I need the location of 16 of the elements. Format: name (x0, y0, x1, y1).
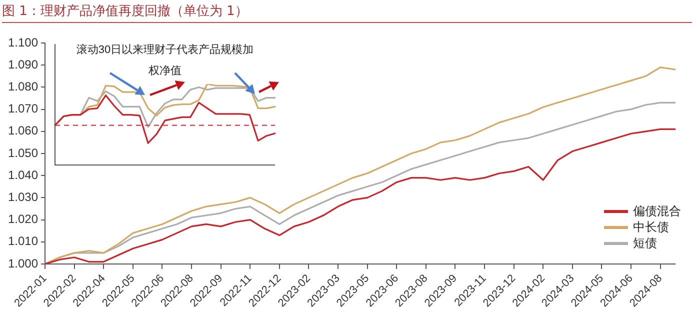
y-tick-label: 1.010 (8, 234, 38, 248)
y-tick-label: 1.100 (8, 35, 38, 50)
y-tick-label: 1.030 (8, 190, 38, 204)
y-tick-label: 1.080 (8, 80, 38, 94)
legend-label: 偏债混合 (633, 202, 681, 220)
y-tick-label: 1.070 (8, 102, 38, 116)
chart-title: 滚动30日以来理财子代表产品规模加权净值 (75, 42, 255, 79)
y-tick-label: 1.040 (8, 168, 38, 182)
y-tick-label: 1.060 (8, 124, 38, 138)
y-tick-label: 1.020 (8, 212, 38, 226)
y-tick-label: 1.050 (8, 146, 38, 160)
y-tick-label: 1.090 (8, 57, 38, 72)
legend-label: 中长债 (633, 218, 669, 236)
y-tick-label: 1.000 (8, 256, 38, 270)
legend-label: 短债 (633, 234, 657, 252)
chart-title: 图 1：理财产品净值再度回撤（单位为 1） (2, 2, 692, 23)
